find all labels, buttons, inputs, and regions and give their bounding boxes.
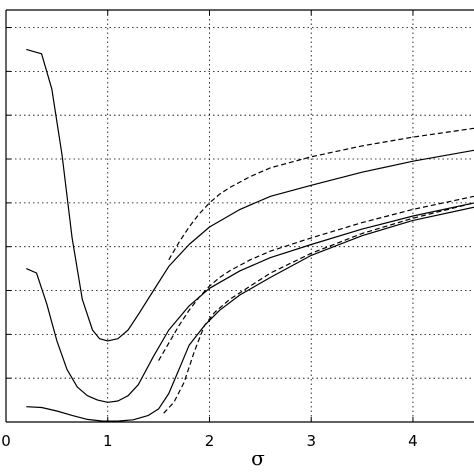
grid-lines [6,10,474,422]
axes [5,9,474,423]
x-axis-label: σ [251,446,265,470]
series-line-4-dashed [168,127,474,261]
series-lines [26,48,474,422]
x-tick-label-1: 1 [103,432,113,450]
series-line-2-solid [26,202,474,403]
series-line-6-dashed [163,202,474,414]
series-line-5-dashed [158,195,474,361]
x-tick-label-2: 2 [205,432,215,450]
x-tick-label-4: 4 [408,432,418,450]
x-tick-label-0: 0 [1,432,11,450]
x-tick-label-3: 3 [306,432,316,450]
series-line-1-solid [26,48,474,342]
ticks: 0 1 2 3 4 [1,10,418,450]
series-line-3-solid [26,206,474,422]
plot-background [6,10,474,422]
